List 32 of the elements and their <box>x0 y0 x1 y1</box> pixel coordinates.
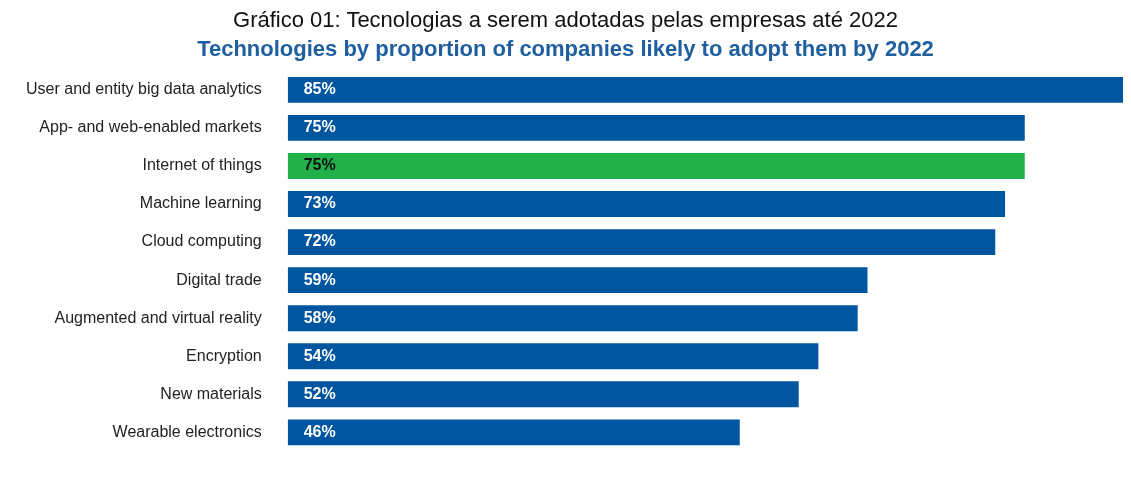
bar <box>287 343 819 370</box>
bar <box>287 229 996 256</box>
y-tick-label: App- and web-enabled markets <box>39 118 262 136</box>
bar <box>287 191 1006 217</box>
bar <box>287 305 858 332</box>
data-label: 73% <box>303 194 336 212</box>
bar <box>287 76 1123 103</box>
y-tick-label: Cloud computing <box>141 232 262 250</box>
y-tick-label: Encryption <box>186 346 262 364</box>
data-label: 46% <box>303 422 336 440</box>
y-tick-label: User and entity big data analytics <box>26 80 262 98</box>
y-tick-label: New materials <box>160 384 262 402</box>
chart-title: Gráfico 01: Tecnologias a serem adotadas pelas empresas até 2022 <box>233 7 898 33</box>
y-tick-label: Augmented and virtual reality <box>54 308 262 326</box>
chart-subtitle: Technologies by proportion of companies likely to adopt them by 2022 <box>197 35 934 61</box>
bar <box>287 381 799 408</box>
bar <box>287 267 868 294</box>
data-label: 85% <box>303 80 336 98</box>
bar <box>287 114 1025 141</box>
data-label: 52% <box>303 384 336 402</box>
data-label: 58% <box>303 308 336 326</box>
y-tick-label: Internet of things <box>142 156 262 174</box>
y-tick-label: Machine learning <box>139 194 262 212</box>
y-tick-label: Wearable electronics <box>112 422 262 440</box>
data-label: 75% <box>303 156 336 174</box>
bar <box>287 419 740 446</box>
data-label: 54% <box>303 346 336 364</box>
data-label: 59% <box>303 270 336 288</box>
data-label: 75% <box>303 118 336 136</box>
data-label: 72% <box>303 232 336 250</box>
bar <box>287 153 1025 179</box>
y-tick-label: Digital trade <box>176 270 262 288</box>
